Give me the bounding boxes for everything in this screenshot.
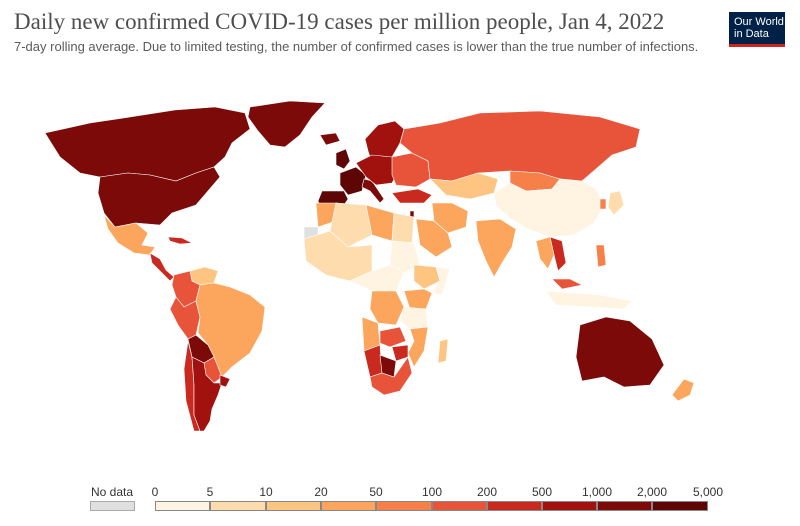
legend-tick-label: 1,000 <box>581 485 613 499</box>
country-kenya[interactable] <box>403 288 433 310</box>
country-egypt[interactable] <box>391 212 415 244</box>
country-japan[interactable] <box>607 190 625 216</box>
country-canada[interactable] <box>44 106 251 182</box>
legend-tick-label: 5,000 <box>692 485 724 499</box>
country-somalia[interactable] <box>431 266 451 296</box>
legend-bin[interactable] <box>597 501 652 511</box>
country-russia[interactable] <box>399 110 641 182</box>
country-greenland[interactable] <box>247 100 326 148</box>
color-legend: No data 0 5 10 20 50 100 200 500 1,000 2,000 5,000 <box>0 484 800 524</box>
country-south-africa[interactable] <box>369 356 413 396</box>
country-malaysia[interactable] <box>551 278 583 290</box>
country-thailand[interactable] <box>535 236 555 270</box>
country-turkey[interactable] <box>391 188 433 204</box>
country-zambia[interactable] <box>379 326 407 348</box>
world-map[interactable] <box>0 95 800 485</box>
country-dr-congo[interactable] <box>369 290 405 326</box>
legend-tick-label: 10 <box>259 485 273 499</box>
country-central-america[interactable] <box>149 252 175 282</box>
country-new-zealand[interactable] <box>671 378 695 402</box>
legend-tick-label: 0 <box>151 485 159 499</box>
country-kazakhstan[interactable] <box>429 172 499 200</box>
chart-subtitle: 7-day rolling average. Due to limited te… <box>14 39 699 54</box>
country-australia[interactable] <box>575 316 665 388</box>
country-philippines[interactable] <box>595 244 607 268</box>
nodata-label: No data <box>91 485 134 499</box>
country-indonesia[interactable] <box>545 290 633 310</box>
country-south-korea[interactable] <box>599 198 607 210</box>
country-brazil[interactable] <box>195 282 266 378</box>
legend-tick-label: 20 <box>314 485 328 499</box>
country-algeria[interactable] <box>329 202 373 248</box>
logo-line-1: Our World <box>734 16 784 28</box>
legend-bin[interactable] <box>376 501 432 511</box>
country-tanzania[interactable] <box>399 306 429 330</box>
country-united-states[interactable] <box>97 166 221 228</box>
legend-bin[interactable] <box>210 501 266 511</box>
country-mozambique[interactable] <box>407 326 429 368</box>
legend-bin[interactable] <box>266 501 321 511</box>
country-france[interactable] <box>339 166 367 196</box>
legend-tick-label: 50 <box>369 485 383 499</box>
legend-bin[interactable] <box>542 501 597 511</box>
country-mexico[interactable] <box>103 214 156 256</box>
country-united-kingdom[interactable] <box>335 148 351 170</box>
country-saudi-arabia[interactable] <box>415 218 453 258</box>
legend-tick-label: 5 <box>206 485 214 499</box>
country-uruguay[interactable] <box>219 374 231 388</box>
country-ethiopia[interactable] <box>413 264 441 290</box>
legend-bin[interactable] <box>321 501 376 511</box>
legend-tick-label: 2,000 <box>636 485 668 499</box>
country-cuba[interactable] <box>167 236 194 245</box>
country-iceland[interactable] <box>319 132 341 146</box>
country-madagascar[interactable] <box>437 338 449 364</box>
legend-bin[interactable] <box>487 501 542 511</box>
country-namibia[interactable] <box>363 344 383 378</box>
country-zimbabwe[interactable] <box>391 344 409 362</box>
legend-bin[interactable] <box>652 501 708 511</box>
legend-tick-label: 100 <box>421 485 443 499</box>
chart-title: Daily new confirmed COVID-19 cases per m… <box>14 9 665 34</box>
legend-tick-label: 500 <box>531 485 553 499</box>
country-sudan[interactable] <box>389 240 421 274</box>
country-india[interactable] <box>475 218 517 278</box>
legend-tick-label: 200 <box>476 485 498 499</box>
nodata-swatch <box>90 501 135 511</box>
legend-bin[interactable] <box>155 501 210 511</box>
logo-line-2: in Data <box>734 28 769 40</box>
legend-bin[interactable] <box>432 501 487 511</box>
country-argentina[interactable] <box>191 356 223 432</box>
owid-logo[interactable]: Our World in Data <box>729 12 785 47</box>
